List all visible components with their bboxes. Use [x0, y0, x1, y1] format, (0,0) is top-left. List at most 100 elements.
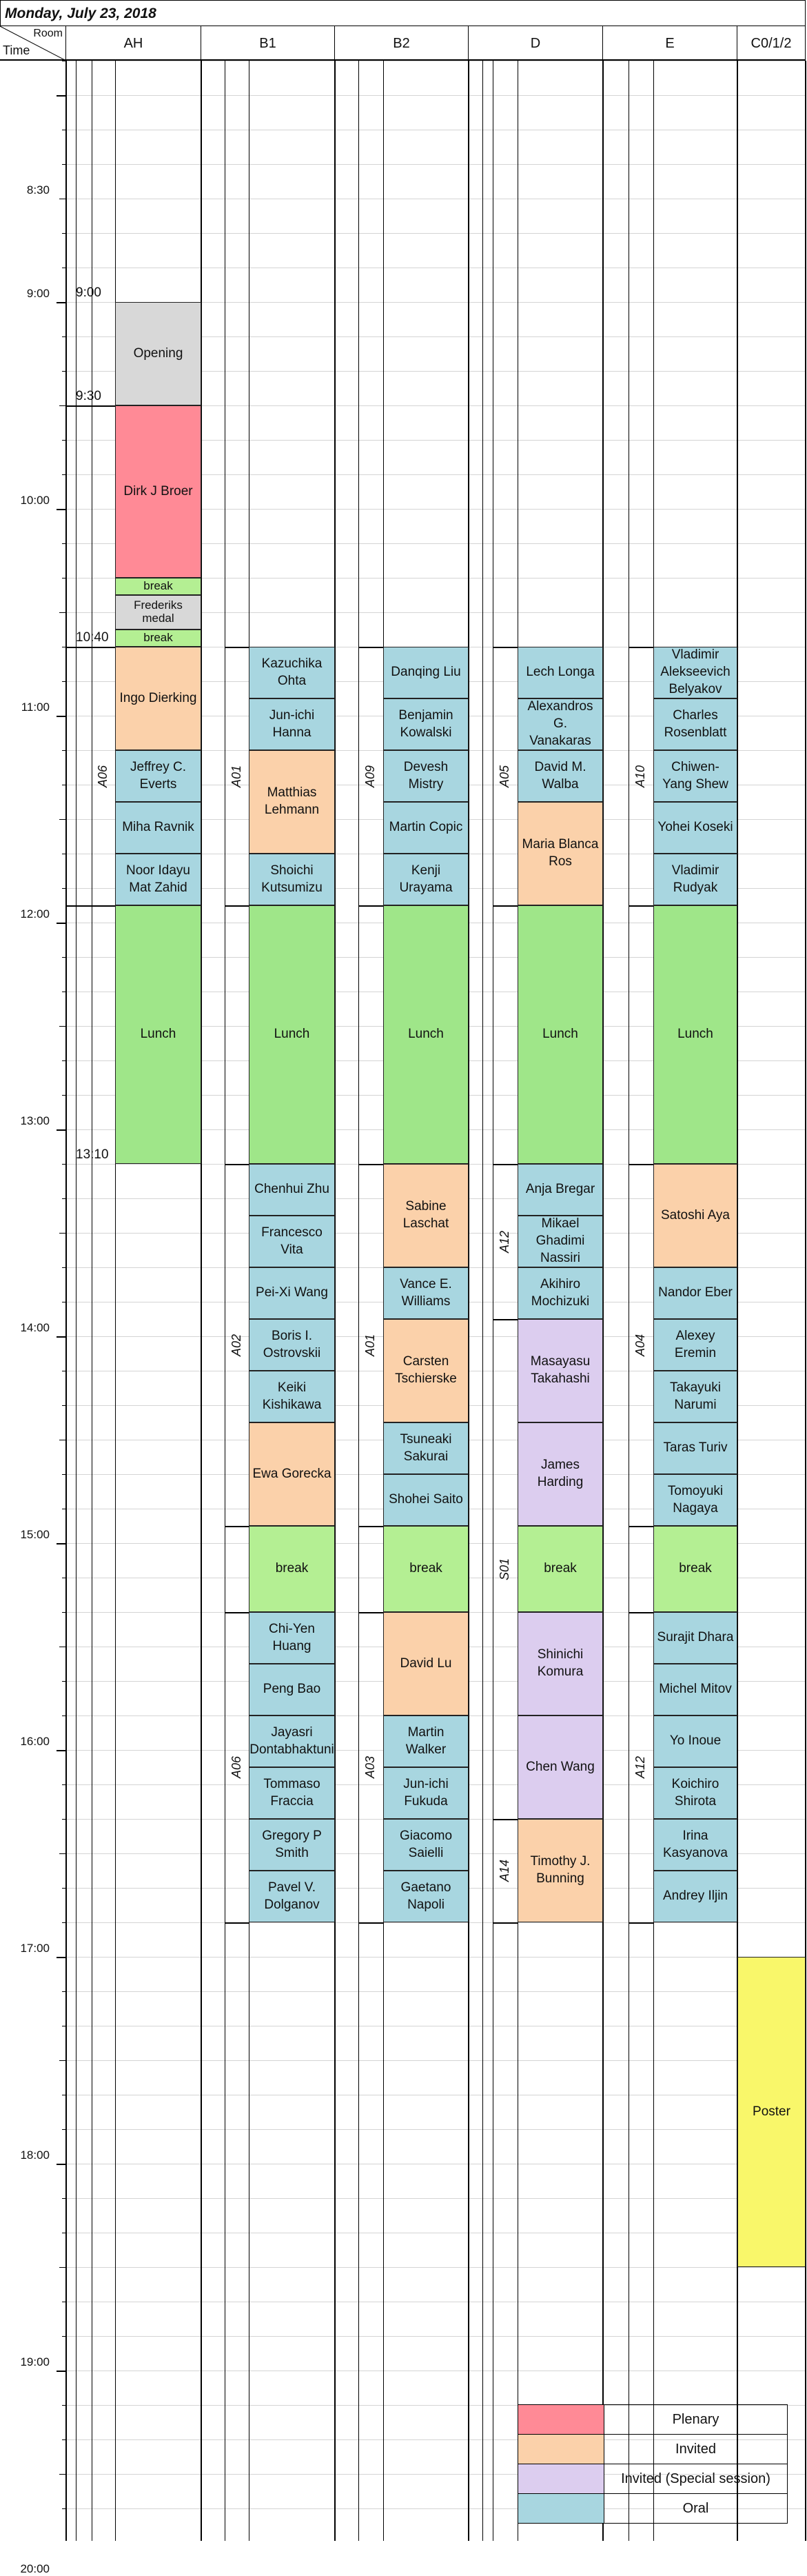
event-oral[interactable]: Pei-Xi Wang: [249, 1267, 335, 1319]
event-oral[interactable]: Lech Longa: [518, 647, 603, 698]
event-lunch[interactable]: Lunch: [383, 905, 469, 1164]
event-oral[interactable]: Yo Inoue: [653, 1715, 737, 1767]
event-oral[interactable]: Andrey Iljin: [653, 1871, 737, 1922]
event-oral[interactable]: Benjamin Kowalski: [383, 698, 469, 750]
event-oral[interactable]: Gregory P Smith: [249, 1819, 335, 1871]
event-invited_special[interactable]: Masayasu Takahashi: [518, 1319, 603, 1422]
event-oral[interactable]: Martin Walker: [383, 1715, 469, 1767]
event-oral[interactable]: Devesh Mistry: [383, 750, 469, 802]
event-oral[interactable]: Alexandros G. Vanakaras: [518, 698, 603, 750]
time-tick: [62, 1681, 66, 1682]
event-oral[interactable]: Kenji Urayama: [383, 854, 469, 905]
event-lunch[interactable]: Lunch: [653, 905, 737, 1164]
event-break[interactable]: break: [115, 578, 201, 595]
room-axis-label: Room: [33, 28, 63, 39]
event-oral[interactable]: Jun-ichi Hanna: [249, 698, 335, 750]
event-oral[interactable]: Nandor Eber: [653, 1267, 737, 1319]
event-invited[interactable]: Matthias Lehmann: [249, 750, 335, 854]
session-code: S01: [498, 1558, 511, 1580]
event-oral[interactable]: Yohei Koseki: [653, 802, 737, 854]
session-end-line: [358, 1922, 383, 1924]
event-oral[interactable]: Alexey Eremin: [653, 1319, 737, 1371]
event-oral[interactable]: Charles Rosenblatt: [653, 698, 737, 750]
event-oral[interactable]: Jayasri Dontabhaktuni: [249, 1715, 335, 1767]
event-invited[interactable]: Satoshi Aya: [653, 1164, 737, 1267]
event-oral[interactable]: Martin Copic: [383, 802, 469, 854]
event-break[interactable]: break: [653, 1526, 737, 1612]
event-oral[interactable]: Koichiro Shirota: [653, 1767, 737, 1819]
time-label: 12:00: [20, 907, 50, 920]
event-break[interactable]: break: [115, 630, 201, 647]
room-header: AH: [66, 26, 201, 61]
event-invited[interactable]: Maria Blanca Ros: [518, 802, 603, 905]
time-tick: [62, 1819, 66, 1820]
legend-swatch: [518, 2435, 604, 2464]
event-break[interactable]: break: [383, 1526, 469, 1612]
time-tick: [57, 1750, 66, 1751]
event-invited[interactable]: Sabine Laschat: [383, 1164, 469, 1267]
event-oral[interactable]: Shohei Saito: [383, 1474, 469, 1526]
event-oral[interactable]: Vladimir Rudyak: [653, 854, 737, 905]
session-code: A12: [633, 1755, 647, 1779]
event-oral[interactable]: Tsuneaki Sakurai: [383, 1422, 469, 1474]
start-time-label: 9:30: [76, 389, 101, 403]
event-oral[interactable]: Miha Ravnik: [115, 802, 201, 854]
event-invited[interactable]: Ingo Dierking: [115, 647, 201, 750]
event-oral[interactable]: Francesco Vita: [249, 1216, 335, 1267]
event-plenary[interactable]: Dirk J Broer: [115, 405, 201, 578]
event-oral[interactable]: Takayuki Narumi: [653, 1371, 737, 1422]
event-oral[interactable]: David M. Walba: [518, 750, 603, 802]
event-oral[interactable]: Irina Kasyanova: [653, 1819, 737, 1871]
event-oral[interactable]: Mikael Ghadimi Nassiri: [518, 1216, 603, 1267]
event-invited_special[interactable]: James Harding: [518, 1422, 603, 1526]
session-divider: [358, 61, 359, 2541]
grid-line: [66, 2129, 806, 2130]
event-oral[interactable]: Kazuchika Ohta: [249, 647, 335, 698]
event-oral[interactable]: Chiwen-Yang Shew: [653, 750, 737, 802]
event-oral[interactable]: Gaetano Napoli: [383, 1871, 469, 1922]
event-oral[interactable]: Tomoyuki Nagaya: [653, 1474, 737, 1526]
time-tick: [62, 371, 66, 372]
session-code: A05: [498, 765, 511, 787]
event-oral[interactable]: Danqing Liu: [383, 647, 469, 698]
event-oral[interactable]: Tommaso Fraccia: [249, 1767, 335, 1819]
event-oral[interactable]: Chi-Yen Huang: [249, 1612, 335, 1664]
event-invited[interactable]: Timothy J. Bunning: [518, 1819, 603, 1922]
event-oral[interactable]: Peng Bao: [249, 1664, 335, 1715]
event-opening[interactable]: Frederiks medal: [115, 595, 201, 630]
event-oral[interactable]: Vance E. Williams: [383, 1267, 469, 1319]
event-opening[interactable]: Opening: [115, 302, 201, 405]
event-oral[interactable]: Anja Bregar: [518, 1164, 603, 1216]
event-oral[interactable]: Pavel V. Dolganov: [249, 1871, 335, 1922]
session-code: A02: [229, 1334, 243, 1356]
legend-label: Plenary: [672, 2411, 719, 2427]
event-invited_special[interactable]: Chen Wang: [518, 1715, 603, 1819]
event-oral[interactable]: Boris I. Ostrovskii: [249, 1319, 335, 1371]
event-lunch[interactable]: Lunch: [249, 905, 335, 1164]
event-oral[interactable]: Keiki Kishikawa: [249, 1371, 335, 1422]
event-oral[interactable]: Taras Turiv: [653, 1422, 737, 1474]
event-oral[interactable]: Vladimir Alekseevich Belyakov: [653, 647, 737, 698]
event-oral[interactable]: Surajit Dhara: [653, 1612, 737, 1664]
session-start-line: [225, 1164, 249, 1165]
time-tick: [62, 1715, 66, 1716]
event-oral[interactable]: Shoichi Kutsumizu: [249, 854, 335, 905]
event-poster[interactable]: Poster: [737, 1957, 806, 2267]
event-break[interactable]: break: [518, 1526, 603, 1612]
event-oral[interactable]: Chenhui Zhu: [249, 1164, 335, 1216]
event-invited[interactable]: David Lu: [383, 1612, 469, 1715]
event-oral[interactable]: Jun-ichi Fukuda: [383, 1767, 469, 1819]
event-oral[interactable]: Giacomo Saielli: [383, 1819, 469, 1871]
event-invited_special[interactable]: Shinichi Komura: [518, 1612, 603, 1715]
grid-line: [66, 2508, 806, 2509]
event-oral[interactable]: Michel Mitov: [653, 1664, 737, 1715]
event-oral[interactable]: Noor Idayu Mat Zahid: [115, 854, 201, 905]
session-start-line: [629, 647, 653, 648]
event-lunch[interactable]: Lunch: [518, 905, 603, 1164]
event-break[interactable]: break: [249, 1526, 335, 1612]
event-oral[interactable]: Jeffrey C. Everts: [115, 750, 201, 802]
event-lunch[interactable]: Lunch: [115, 905, 201, 1164]
event-oral[interactable]: Akihiro Mochizuki: [518, 1267, 603, 1319]
event-invited[interactable]: Carsten Tschierske: [383, 1319, 469, 1422]
event-invited[interactable]: Ewa Gorecka: [249, 1422, 335, 1526]
